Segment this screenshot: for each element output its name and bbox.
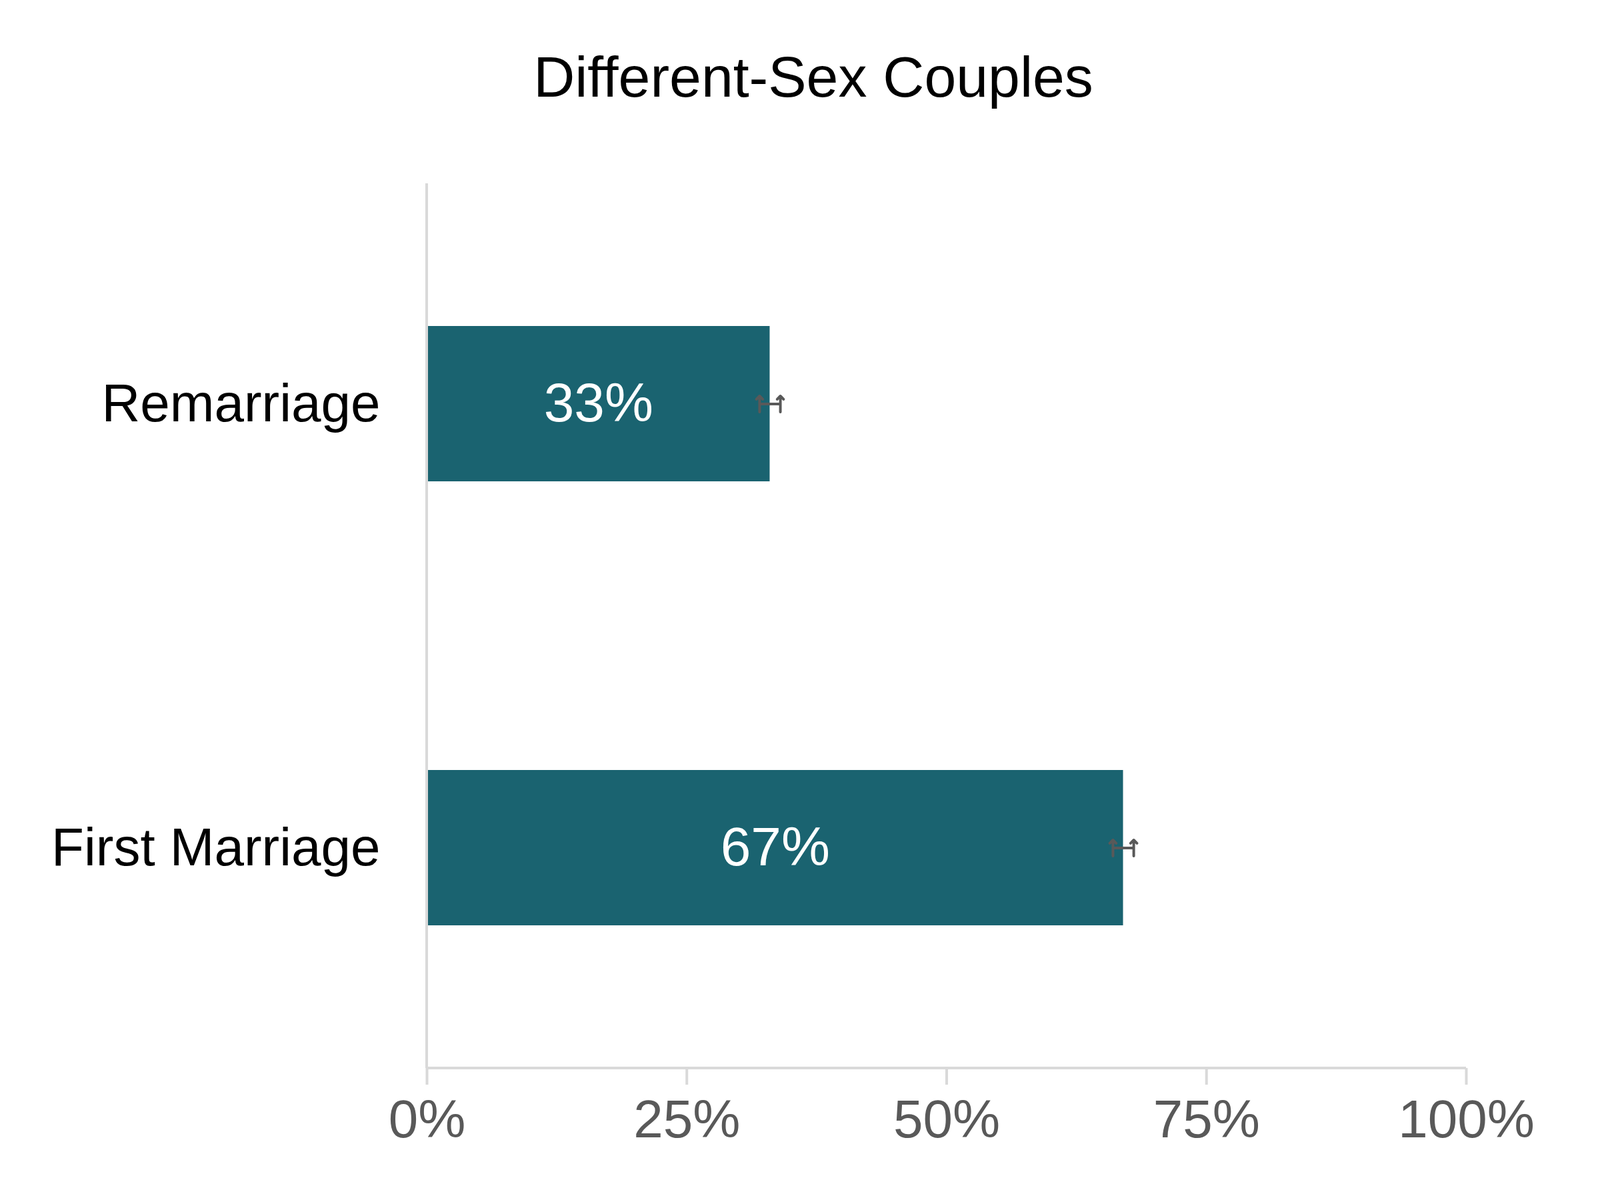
svg-text:25%: 25% [633, 1089, 740, 1149]
svg-text:100%: 100% [1398, 1089, 1535, 1149]
svg-text:33%: 33% [544, 372, 654, 433]
svg-text:0%: 0% [388, 1089, 466, 1149]
html-text:Different-Sex Couples: Different-Sex Couples [533, 44, 1094, 109]
svg-text:50%: 50% [893, 1089, 1000, 1149]
svg-text:First Marriage: First Marriage [51, 817, 380, 877]
svg-text:75%: 75% [1153, 1089, 1260, 1149]
svg-text:Remarriage: Remarriage [102, 373, 381, 433]
svg-text:67%: 67% [720, 816, 830, 877]
